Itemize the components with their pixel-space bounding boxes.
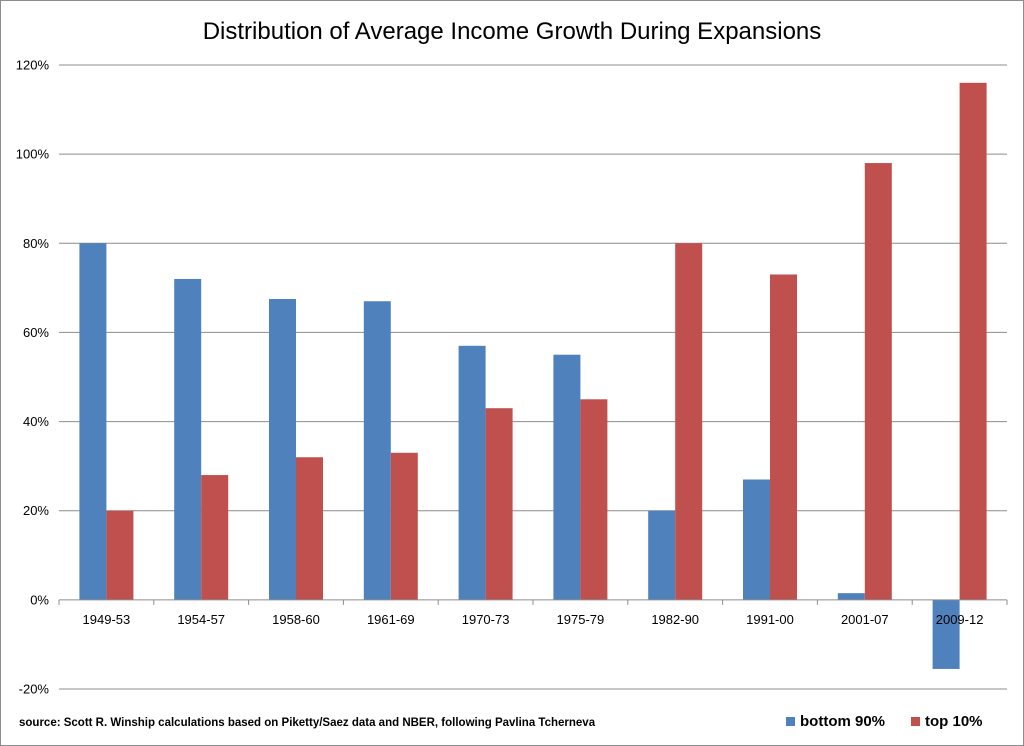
bar-bottom-90 [837, 593, 865, 600]
bar-top-10 [770, 274, 797, 600]
y-tick-label: 0% [30, 592, 49, 607]
x-tick-label: 1970-73 [462, 612, 510, 627]
x-tick-label: 1961-69 [367, 612, 415, 627]
legend-label: top 10% [925, 713, 983, 730]
bar-top-10 [959, 82, 987, 600]
bar-top-10 [390, 452, 418, 600]
x-tick-label: 2001-07 [841, 612, 889, 627]
legend-label: bottom 90% [800, 713, 885, 730]
bar-top-10 [296, 457, 323, 600]
legend-swatch [786, 717, 795, 726]
chart-title: Distribution of Average Income Growth Du… [203, 18, 822, 45]
bar-top-10 [201, 475, 229, 600]
x-tick-label: 1975-79 [557, 612, 605, 627]
bar-top-10 [580, 399, 608, 600]
x-tick-label: 1954-57 [177, 612, 225, 627]
bar-bottom-90 [458, 345, 486, 600]
y-tick-label: 60% [23, 325, 49, 340]
bar-bottom-90 [363, 301, 391, 600]
bar-bottom-90 [553, 354, 581, 600]
x-tick-label: 2009-12 [936, 612, 984, 627]
y-tick-label: 40% [23, 414, 49, 429]
bar-bottom-90 [79, 243, 107, 600]
legend-swatch [911, 717, 920, 726]
bar-bottom-90 [174, 278, 202, 600]
x-tick-label: 1982-90 [651, 612, 699, 627]
legend: bottom 90% top 10% [786, 713, 983, 730]
x-axis-tick-labels: 1949-53 1954-57 1958-60 1961-69 1970-73 1975-… [83, 612, 984, 627]
bar-top-10 [485, 408, 513, 600]
y-tick-label: -20% [19, 682, 50, 697]
x-tick-label: 1949-53 [83, 612, 131, 627]
bar-top-10 [675, 243, 703, 600]
y-axis-tick-labels: -20% 0% 20% 40% 60% 80% 100% 120% [16, 58, 50, 697]
bar-bottom-90 [269, 299, 296, 600]
y-tick-label: 100% [16, 147, 50, 162]
bar-bottom-90 [932, 599, 960, 669]
bars [79, 82, 987, 669]
y-tick-label: 20% [23, 503, 49, 518]
bar-bottom-90 [648, 510, 676, 600]
x-axis [58, 599, 1008, 605]
y-tick-label: 80% [23, 236, 49, 251]
y-tick-label: 120% [16, 58, 50, 73]
bar-top-10 [864, 163, 892, 600]
source-note: source: Scott R. Winship calculations ba… [19, 717, 596, 729]
x-tick-label: 1958-60 [272, 612, 320, 627]
x-tick-label: 1991-00 [746, 612, 794, 627]
bar-bottom-90 [743, 479, 770, 600]
bar-top-10 [106, 510, 134, 600]
